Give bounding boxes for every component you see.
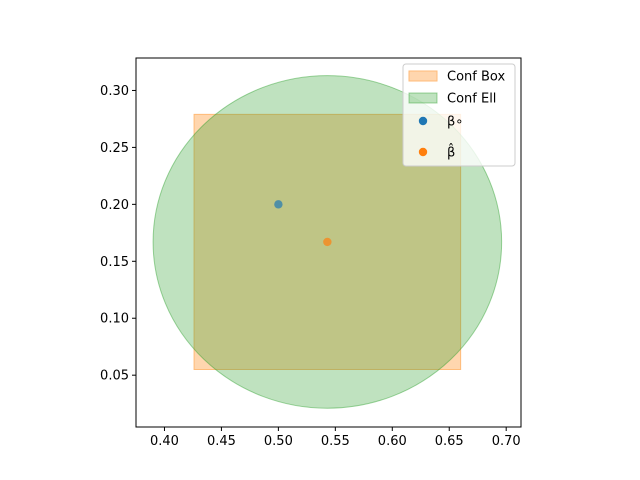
legend-frame bbox=[402, 63, 516, 167]
axes-frame bbox=[135, 57, 522, 428]
point-1 bbox=[323, 237, 332, 247]
legend-label-0: Conf Box bbox=[447, 70, 505, 85]
x-tick-label: 0.55 bbox=[321, 434, 350, 449]
y-tick-label: 0.10 bbox=[100, 312, 129, 327]
legend-marker-2 bbox=[418, 116, 428, 126]
legend-marker-3 bbox=[418, 147, 428, 157]
x-tick-label: 0.40 bbox=[150, 434, 179, 449]
legend-swatch-1 bbox=[408, 92, 438, 104]
y-tick-label: 0.25 bbox=[100, 141, 129, 156]
x-tick-label: 0.65 bbox=[435, 434, 464, 449]
x-tick-label: 0.60 bbox=[378, 434, 407, 449]
legend-label-3: β̂ bbox=[447, 143, 455, 160]
x-tick-label: 0.50 bbox=[264, 434, 293, 449]
legend-label-2: β∘ bbox=[447, 115, 463, 130]
y-axis: 0.05 0.10 0.15 0.20 0.25 0.30 bbox=[100, 84, 136, 384]
y-tick-label: 0.30 bbox=[100, 84, 129, 99]
y-tick-label: 0.15 bbox=[100, 255, 129, 270]
legend-swatch-0 bbox=[408, 70, 438, 82]
x-tick-label: 0.70 bbox=[492, 434, 521, 449]
y-tick-label: 0.05 bbox=[100, 369, 129, 384]
legend: Conf Box Conf Ell β∘ β̂ bbox=[402, 63, 516, 167]
x-tick-label: 0.45 bbox=[207, 434, 236, 449]
y-tick-label: 0.20 bbox=[100, 198, 129, 213]
legend-label-1: Conf Ell bbox=[447, 92, 496, 107]
point-0 bbox=[274, 200, 283, 209]
x-axis: 0.40 0.45 0.50 0.55 0.60 0.65 0.70 bbox=[150, 427, 521, 449]
